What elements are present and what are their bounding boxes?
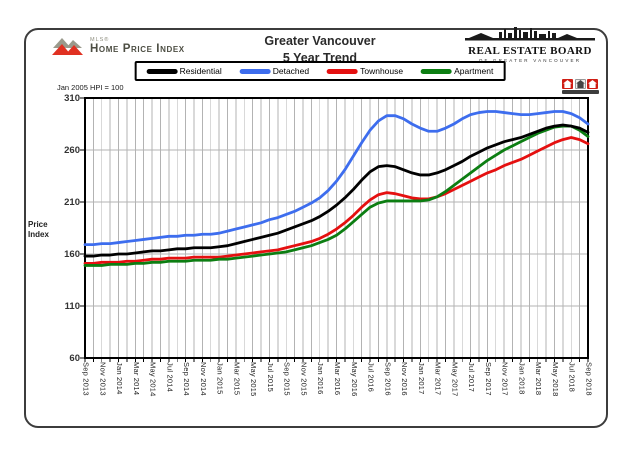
mountain-logo-icon (52, 38, 83, 55)
x-axis-label: Mar 2017 (433, 362, 443, 396)
y-axis-label: 260 (64, 144, 80, 156)
x-axis-label: Jan 2014 (115, 362, 125, 395)
x-axis-label: Sep 2014 (182, 362, 192, 396)
x-axis-label: Jul 2014 (165, 362, 175, 392)
legend-item-apartment: Apartment (421, 66, 493, 76)
x-axis-label: Nov 2014 (198, 362, 208, 396)
x-axis-label: Nov 2017 (500, 362, 510, 396)
x-axis-label: May 2014 (148, 362, 158, 397)
x-axis-label: Jul 2015 (265, 362, 275, 392)
x-axis-label: Mar 2018 (534, 362, 544, 396)
y-axis-label: 110 (64, 300, 80, 312)
mls-mini-logo (562, 79, 600, 94)
x-axis-label: Nov 2015 (299, 362, 309, 396)
x-axis-label: Jan 2018 (517, 362, 527, 395)
y-axis-title-line2: Index (28, 230, 49, 240)
house-icon (562, 79, 573, 89)
y-axis-title-line1: Price (28, 220, 48, 229)
series-line-townhouse (83, 136, 590, 265)
mls-logo-title: Home Price Index (90, 43, 185, 55)
x-axis-label: May 2016 (349, 362, 359, 397)
x-axis-label: Sep 2016 (383, 362, 393, 396)
legend: Residential Detached Townhouse Apartment (134, 61, 506, 81)
plot-frame (84, 97, 589, 359)
x-axis-label: Sep 2018 (584, 362, 594, 396)
x-axis-label: May 2015 (249, 362, 259, 397)
axis-note: Jan 2005 HPI = 100 (57, 83, 124, 92)
x-axis-label: Sep 2013 (81, 362, 91, 396)
x-axis-label: Jan 2016 (316, 362, 326, 395)
x-axis-label: Sep 2017 (483, 362, 493, 396)
legend-item-residential: Residential (146, 66, 222, 76)
series-line-detached (83, 110, 590, 247)
house-icon (574, 79, 586, 89)
x-axis-label: Mar 2015 (232, 362, 242, 396)
house-icon (587, 79, 598, 89)
x-axis-label: Mar 2016 (333, 362, 342, 396)
x-axis-label: Jul 2017 (467, 362, 477, 392)
series-line-residential (83, 123, 590, 258)
x-axis-label: May 2017 (450, 362, 460, 397)
legend-swatch-apartment (421, 68, 453, 74)
legend-swatch-townhouse (327, 68, 359, 74)
y-axis-label: 160 (64, 248, 80, 260)
y-axis-label: 60 (69, 352, 80, 364)
chart-canvas (80, 97, 590, 362)
x-axis-label: Jul 2018 (567, 362, 577, 392)
legend-swatch-detached (239, 68, 271, 74)
board-name: REAL ESTATE BOARD (468, 45, 592, 57)
x-axis-label: Jul 2016 (366, 362, 376, 392)
page-border (24, 28, 608, 428)
legend-item-detached: Detached (239, 66, 310, 76)
series-line-apartment (83, 124, 590, 267)
board-subtitle: OF GREATER VANCOUVER (478, 58, 582, 63)
mls-hpi-logo: MLS® Home Price Index (52, 36, 185, 57)
y-axis-title: Price Index (28, 220, 49, 241)
legend-label: Townhouse (360, 66, 404, 76)
x-axis-label: Jan 2015 (215, 362, 225, 395)
x-axis-label: Mar 2014 (131, 362, 141, 396)
x-axis-label: May 2018 (550, 362, 560, 397)
legend-label: Apartment (454, 66, 494, 76)
mls-label: MLS® (90, 36, 110, 43)
y-axis-label: 310 (64, 92, 80, 104)
mini-logo-row (562, 79, 600, 89)
x-axis-label: Nov 2016 (400, 362, 410, 396)
chart-title-line1: Greater Vancouver (264, 34, 376, 48)
board-logo: REAL ESTATE BOARD OF GREATER VANCOUVER (460, 26, 600, 64)
skyline-icon (465, 27, 595, 41)
y-axis-label: 210 (64, 196, 80, 208)
legend-label: Detached (272, 66, 310, 76)
legend-swatch-residential (146, 68, 178, 74)
mini-logo-bar (562, 90, 599, 94)
x-axis-label: Nov 2013 (98, 362, 108, 396)
x-axis-label: Jan 2017 (416, 362, 426, 395)
legend-label: Residential (179, 66, 222, 76)
x-axis-label: Sep 2015 (282, 362, 292, 396)
legend-item-townhouse: Townhouse (327, 66, 403, 76)
mls-logo-text: MLS® Home Price Index (90, 36, 185, 56)
